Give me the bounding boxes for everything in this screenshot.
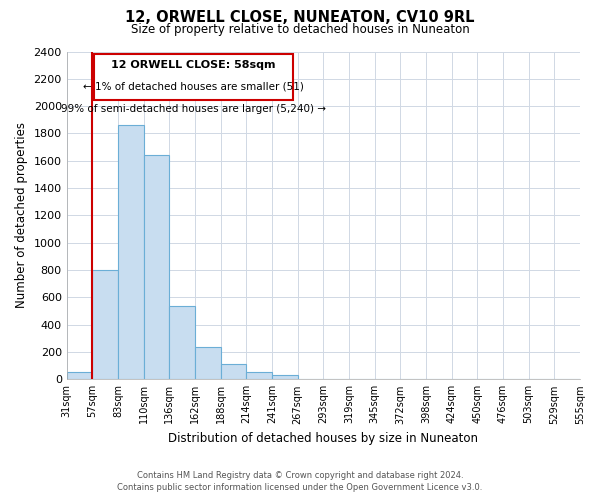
X-axis label: Distribution of detached houses by size in Nuneaton: Distribution of detached houses by size …: [169, 432, 478, 445]
Y-axis label: Number of detached properties: Number of detached properties: [15, 122, 28, 308]
Text: 99% of semi-detached houses are larger (5,240) →: 99% of semi-detached houses are larger (…: [61, 104, 326, 115]
Bar: [143, 156, 169, 380]
FancyBboxPatch shape: [94, 54, 293, 100]
Text: 12, ORWELL CLOSE, NUNEATON, CV10 9RL: 12, ORWELL CLOSE, NUNEATON, CV10 9RL: [125, 10, 475, 25]
Text: ← 1% of detached houses are smaller (51): ← 1% of detached houses are smaller (51): [83, 82, 304, 92]
Bar: [118, 126, 143, 380]
Bar: [247, 372, 272, 380]
Bar: [272, 375, 298, 380]
Bar: [195, 347, 221, 380]
Bar: [221, 364, 247, 380]
Text: 12 ORWELL CLOSE: 58sqm: 12 ORWELL CLOSE: 58sqm: [111, 60, 275, 70]
Bar: [169, 306, 195, 380]
Bar: [67, 372, 92, 380]
Bar: [92, 270, 118, 380]
Text: Size of property relative to detached houses in Nuneaton: Size of property relative to detached ho…: [131, 22, 469, 36]
Text: Contains HM Land Registry data © Crown copyright and database right 2024.
Contai: Contains HM Land Registry data © Crown c…: [118, 471, 482, 492]
